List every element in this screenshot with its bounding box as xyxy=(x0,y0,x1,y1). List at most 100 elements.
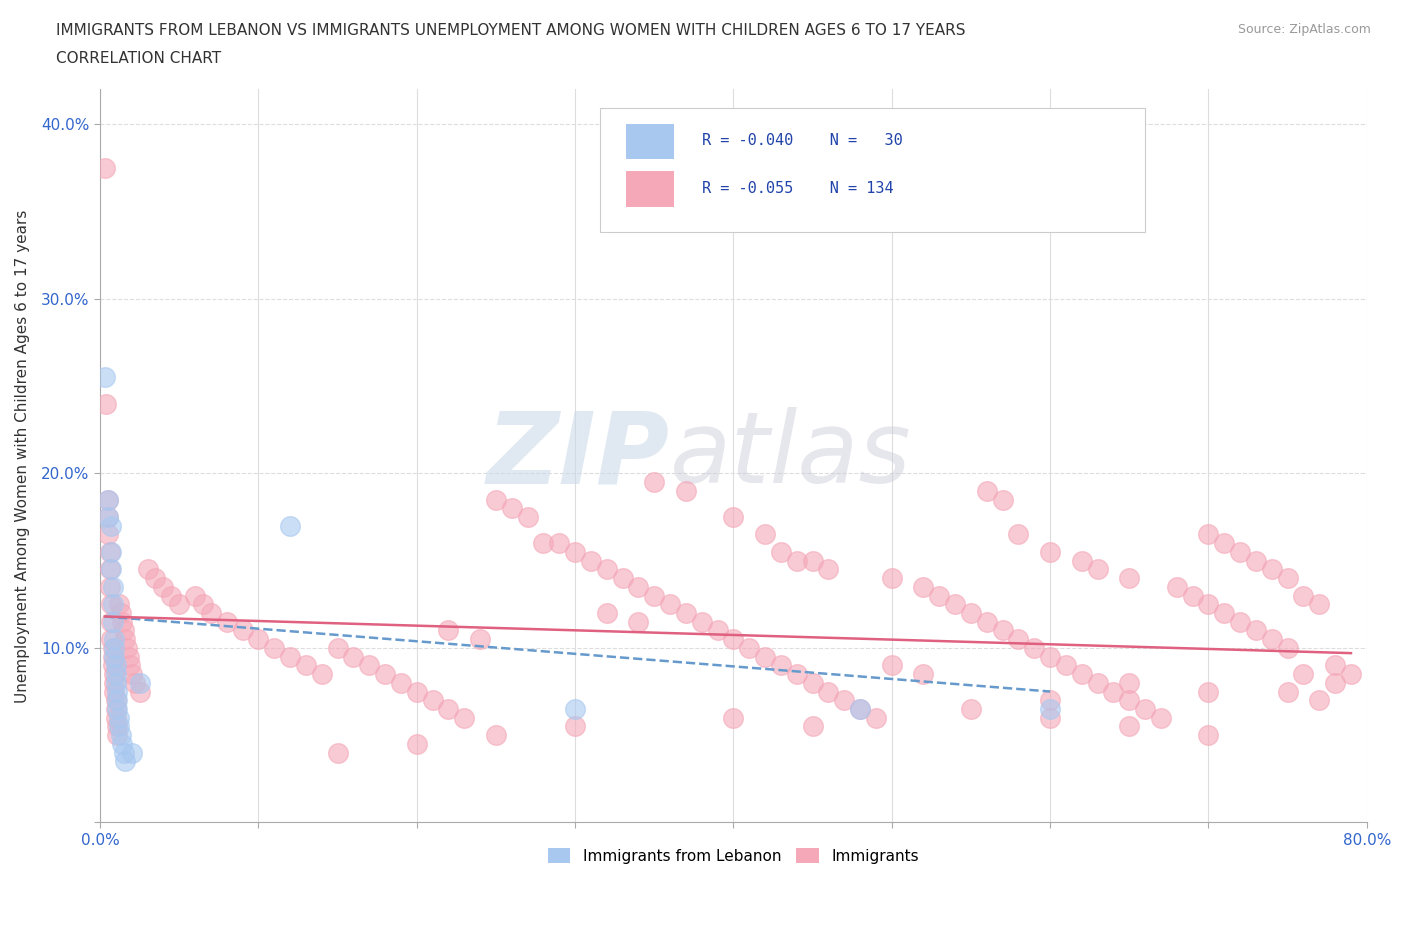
Point xyxy=(1244,553,1267,568)
Point xyxy=(849,701,872,716)
Point xyxy=(643,588,665,603)
Point xyxy=(100,544,122,559)
Point xyxy=(101,658,124,672)
Point xyxy=(167,597,190,612)
Point xyxy=(1308,693,1330,708)
Point xyxy=(880,571,903,586)
Point xyxy=(104,693,127,708)
Point xyxy=(769,658,792,672)
Point xyxy=(579,553,602,568)
Point xyxy=(103,641,125,656)
Point xyxy=(754,527,776,542)
Point xyxy=(108,711,131,725)
Point xyxy=(960,605,983,620)
Point xyxy=(1007,527,1029,542)
Point xyxy=(103,649,125,664)
Point xyxy=(326,641,349,656)
Point xyxy=(706,623,728,638)
Point xyxy=(912,667,935,682)
Point xyxy=(437,701,460,716)
Point xyxy=(184,588,207,603)
Point xyxy=(101,615,124,630)
FancyBboxPatch shape xyxy=(600,108,1144,232)
Point xyxy=(1198,527,1220,542)
Point xyxy=(501,501,523,516)
Point xyxy=(405,684,427,699)
Point xyxy=(101,597,124,612)
Point xyxy=(110,605,132,620)
FancyBboxPatch shape xyxy=(626,171,673,206)
Point xyxy=(754,649,776,664)
Point xyxy=(1070,553,1092,568)
Point xyxy=(786,667,808,682)
Point xyxy=(103,631,125,646)
Point xyxy=(627,615,650,630)
Point xyxy=(612,571,634,586)
Point xyxy=(832,693,855,708)
Point xyxy=(1118,571,1140,586)
Text: R = -0.040    N =   30: R = -0.040 N = 30 xyxy=(702,133,903,148)
Point xyxy=(723,631,745,646)
Point xyxy=(564,719,586,734)
Point xyxy=(1007,631,1029,646)
Point xyxy=(97,510,120,525)
Point xyxy=(100,518,122,533)
Point xyxy=(97,492,120,507)
Point xyxy=(991,623,1014,638)
Point xyxy=(1261,631,1284,646)
Text: atlas: atlas xyxy=(671,407,911,504)
Point xyxy=(627,579,650,594)
Text: Source: ZipAtlas.com: Source: ZipAtlas.com xyxy=(1237,23,1371,36)
Point xyxy=(104,701,127,716)
Point xyxy=(311,667,333,682)
Point xyxy=(160,588,183,603)
Point xyxy=(104,658,127,672)
Point xyxy=(943,597,966,612)
Point xyxy=(104,667,127,682)
Point xyxy=(801,719,824,734)
Point xyxy=(1261,562,1284,577)
Point xyxy=(1198,684,1220,699)
Point xyxy=(232,623,254,638)
Point xyxy=(880,658,903,672)
Point xyxy=(326,745,349,760)
Point xyxy=(738,641,761,656)
Point xyxy=(114,754,136,769)
Point xyxy=(121,667,143,682)
Text: ZIP: ZIP xyxy=(486,407,671,504)
Point xyxy=(191,597,214,612)
Point xyxy=(108,719,131,734)
Point xyxy=(976,484,998,498)
Point xyxy=(101,579,124,594)
Point xyxy=(1277,571,1299,586)
Point xyxy=(1198,597,1220,612)
Point xyxy=(1277,641,1299,656)
Point xyxy=(1087,675,1109,690)
Point xyxy=(849,701,872,716)
Point xyxy=(342,649,364,664)
Point xyxy=(865,711,887,725)
Point xyxy=(1039,693,1062,708)
Point xyxy=(117,649,139,664)
Point xyxy=(107,684,129,699)
Point xyxy=(145,571,167,586)
Point xyxy=(912,579,935,594)
Point xyxy=(659,597,682,612)
Point xyxy=(374,667,396,682)
Point xyxy=(801,675,824,690)
Point xyxy=(1087,562,1109,577)
Point xyxy=(107,693,129,708)
Point xyxy=(128,675,150,690)
Point xyxy=(1039,701,1062,716)
Point xyxy=(247,631,270,646)
Point xyxy=(103,667,125,682)
Point xyxy=(817,562,839,577)
Point xyxy=(136,562,159,577)
Point xyxy=(215,615,238,630)
Point xyxy=(98,562,121,577)
Point xyxy=(548,536,571,551)
Point xyxy=(1229,615,1251,630)
Point xyxy=(723,510,745,525)
Point xyxy=(1340,667,1362,682)
Point xyxy=(422,693,444,708)
